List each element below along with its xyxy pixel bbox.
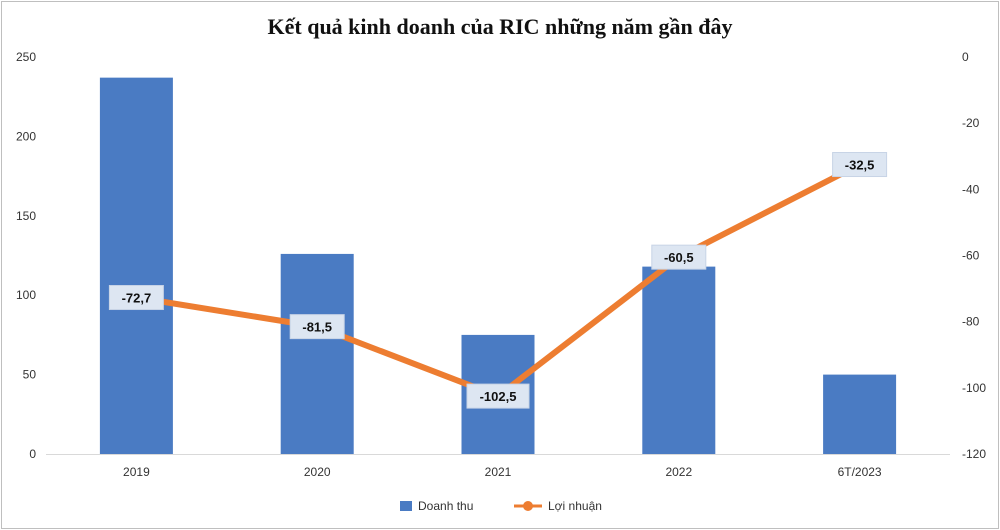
data-label: -72,7 — [122, 291, 152, 306]
y-right-tick-label: -80 — [962, 315, 980, 329]
data-label-group: -32,5 — [832, 152, 888, 178]
legend-swatch-bar — [400, 501, 412, 511]
y-right-tick-label: -20 — [962, 116, 980, 130]
chart-title: Kết quả kinh doanh của RIC những năm gần… — [267, 14, 733, 39]
data-label-group: -60,5 — [651, 244, 707, 270]
data-label-group: -72,7 — [108, 285, 164, 311]
data-label-box — [832, 152, 888, 178]
y-left-tick-label: 150 — [16, 209, 36, 223]
legend: Doanh thu Lợi nhuận — [400, 499, 602, 513]
bar-2020 — [280, 253, 354, 454]
data-label-group: -81,5 — [289, 314, 345, 340]
bar-2019 — [99, 77, 173, 455]
data-label-box — [108, 285, 164, 311]
data-label-box — [651, 244, 707, 270]
y-right-tick-label: -120 — [962, 447, 986, 461]
bar-2022 — [642, 266, 716, 454]
data-label-box — [466, 383, 530, 409]
y-left-tick-label: 50 — [23, 368, 37, 382]
y-left-tick-label: 200 — [16, 129, 36, 143]
legend-marker — [523, 501, 533, 511]
data-label-box — [289, 314, 345, 340]
y-right-tick-label: -100 — [962, 381, 986, 395]
bar-6T/2023 — [823, 374, 897, 454]
y-right-tick-label: 0 — [962, 50, 969, 64]
y-left-tick-label: 0 — [29, 447, 36, 461]
legend-label: Doanh thu — [418, 499, 473, 513]
legend-label: Lợi nhuận — [548, 499, 602, 513]
data-label: -32,5 — [845, 158, 875, 173]
data-label: -102,5 — [480, 389, 517, 404]
data-label-group: -102,5 — [466, 383, 530, 409]
y-left-tick-label: 100 — [16, 288, 36, 302]
data-label: -60,5 — [664, 250, 694, 265]
x-tick-label: 2022 — [665, 465, 692, 479]
x-tick-label: 6T/2023 — [838, 465, 882, 479]
y-axis-left: 0 50 100 150 200 250 — [16, 50, 36, 461]
x-tick-label: 2020 — [304, 465, 331, 479]
y-right-tick-label: -40 — [962, 182, 980, 196]
x-axis: 2019 2020 2021 2022 6T/2023 — [46, 454, 950, 479]
y-axis-right: 0 -20 -40 -60 -80 -100 -120 — [962, 50, 986, 461]
line-series: -72,7 -81,5 -102,5 -60,5 -32,5 — [108, 152, 888, 409]
x-tick-label: 2019 — [123, 465, 150, 479]
y-right-tick-label: -60 — [962, 249, 980, 263]
data-label: -81,5 — [302, 320, 332, 335]
y-left-tick-label: 250 — [16, 50, 36, 64]
x-tick-label: 2021 — [485, 465, 512, 479]
